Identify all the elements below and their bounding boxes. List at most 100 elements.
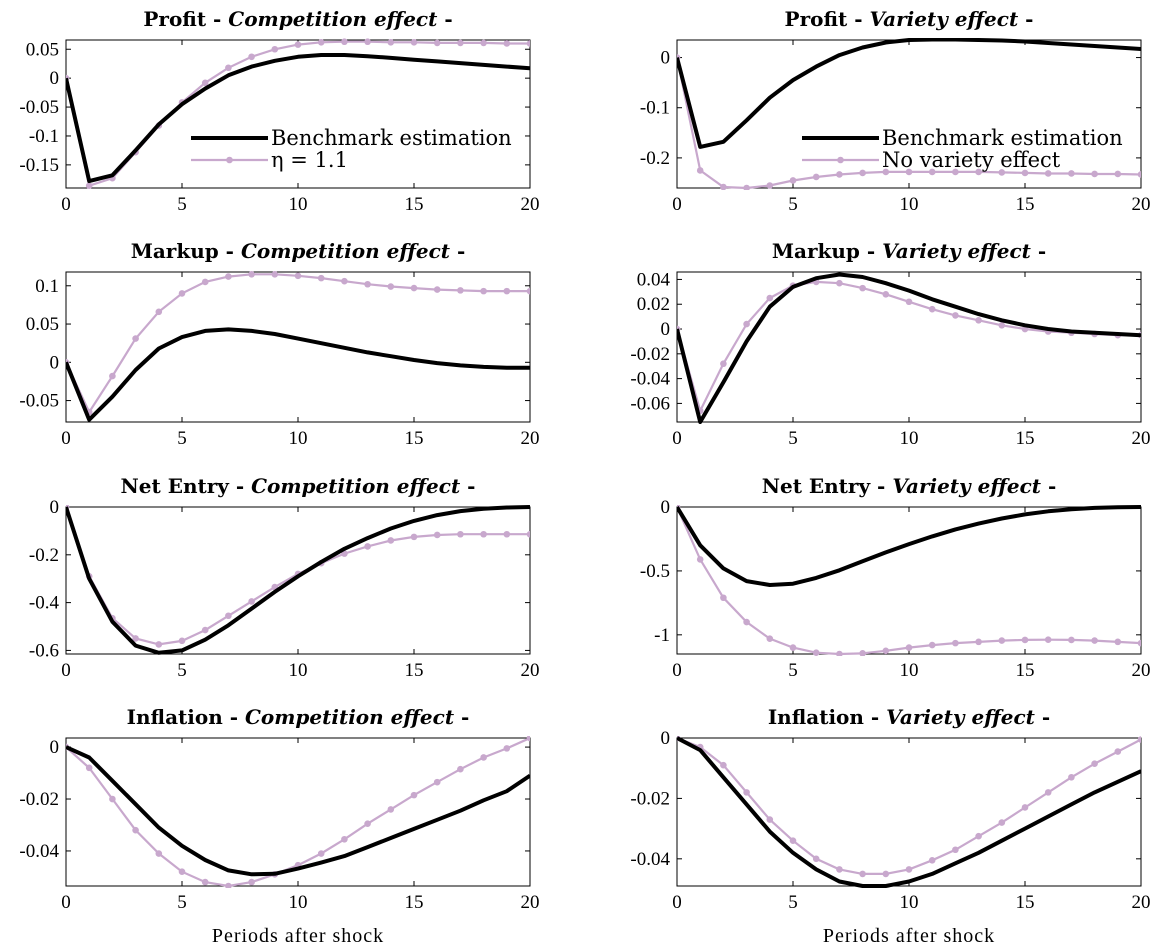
data-point xyxy=(178,868,186,876)
data-point xyxy=(836,279,843,287)
x-tick-label: 20 xyxy=(1132,660,1151,681)
title-suffix: - xyxy=(450,239,465,263)
axes-box xyxy=(676,737,1142,887)
x-tick-label: 5 xyxy=(788,428,798,449)
panel-title: Profit - Competition effect - xyxy=(143,7,452,31)
series-benchmark xyxy=(677,736,1141,888)
title-variable: Net Entry - xyxy=(762,474,893,498)
data-point xyxy=(1068,170,1075,177)
y-tick-label: -0.4 xyxy=(29,593,60,614)
data-point xyxy=(1114,748,1122,755)
data-point xyxy=(882,870,890,878)
data-point xyxy=(317,39,325,46)
data-point xyxy=(766,635,774,642)
title-effect: Variety effect xyxy=(882,239,1031,263)
data-point xyxy=(294,272,302,280)
data-point xyxy=(720,360,727,368)
axes-box xyxy=(676,271,1142,423)
data-point xyxy=(1114,638,1122,646)
data-point xyxy=(410,39,418,46)
x-tick-label: 10 xyxy=(289,660,308,681)
data-point xyxy=(480,530,487,538)
series-benchmark xyxy=(677,505,1141,587)
data-point xyxy=(836,171,843,178)
data-point xyxy=(201,278,209,286)
data-point xyxy=(859,870,866,878)
data-point xyxy=(526,287,530,295)
panel-5: Net Entry - Competition effect - 0 5 10 15 20… xyxy=(29,474,540,681)
data-point xyxy=(836,866,843,873)
x-tick-label: 20 xyxy=(521,194,540,215)
data-point xyxy=(789,177,797,184)
data-point xyxy=(178,637,186,645)
data-point xyxy=(975,317,982,324)
data-point xyxy=(109,372,116,380)
data-point xyxy=(201,878,209,886)
data-point xyxy=(294,41,302,48)
x-tick-label: 10 xyxy=(900,428,919,449)
data-point xyxy=(812,173,820,181)
data-point xyxy=(317,274,325,282)
axes-box xyxy=(65,271,531,423)
data-point xyxy=(905,298,913,306)
series-alternative xyxy=(66,736,530,888)
data-point xyxy=(952,846,959,854)
title-variable: Net Entry - xyxy=(121,474,252,498)
data-point xyxy=(975,168,982,176)
data-point xyxy=(201,626,209,634)
data-point xyxy=(225,273,232,280)
y-tick-label: 0.04 xyxy=(637,269,671,290)
data-point xyxy=(341,38,348,46)
y-tick-label: -0.02 xyxy=(19,789,59,810)
data-point xyxy=(812,855,820,863)
data-point xyxy=(720,594,727,602)
data-point xyxy=(503,745,511,752)
data-point xyxy=(859,650,866,656)
data-point xyxy=(1044,170,1052,177)
series-line-benchmark xyxy=(677,38,1141,149)
data-point xyxy=(975,832,982,840)
series-alternative xyxy=(677,736,1141,878)
axes-box xyxy=(65,506,531,655)
y-tick-label: -0.1 xyxy=(640,98,670,119)
series-line-benchmark xyxy=(66,505,530,655)
title-suffix: - xyxy=(460,474,475,498)
series-benchmark xyxy=(66,53,530,184)
panel-title: Inflation - Variety effect - xyxy=(768,705,1050,729)
data-point xyxy=(433,39,441,47)
y-tick-label: 0 xyxy=(50,352,60,373)
series-alternative xyxy=(66,270,530,416)
data-point xyxy=(928,857,936,864)
x-tick-label: 20 xyxy=(521,892,540,913)
data-point xyxy=(882,647,890,655)
data-point xyxy=(387,283,395,290)
x-tick-label: 0 xyxy=(61,892,71,913)
data-point xyxy=(766,294,774,302)
data-point xyxy=(109,795,116,803)
data-point xyxy=(178,290,186,297)
title-variable: Profit - xyxy=(785,7,870,31)
data-point xyxy=(789,644,797,651)
data-point xyxy=(998,169,1006,176)
data-point xyxy=(905,644,913,651)
data-point xyxy=(526,736,530,742)
data-point xyxy=(225,64,232,72)
data-point xyxy=(1137,171,1141,178)
y-tick-label: -0.2 xyxy=(29,545,59,566)
data-point xyxy=(387,806,395,813)
series-benchmark xyxy=(677,38,1141,149)
data-point xyxy=(905,168,913,176)
data-point xyxy=(1091,637,1098,644)
title-suffix: - xyxy=(1041,474,1056,498)
x-tick-label: 20 xyxy=(1132,892,1151,913)
legend-marker xyxy=(837,156,844,164)
data-point xyxy=(743,320,750,328)
data-point xyxy=(998,637,1006,644)
x-axis-label: Periods after shock xyxy=(212,925,384,947)
data-point xyxy=(480,754,487,761)
data-point xyxy=(1021,169,1029,177)
data-point xyxy=(1021,804,1029,811)
x-tick-label: 15 xyxy=(405,660,424,681)
x-tick-label: 15 xyxy=(1016,428,1035,449)
